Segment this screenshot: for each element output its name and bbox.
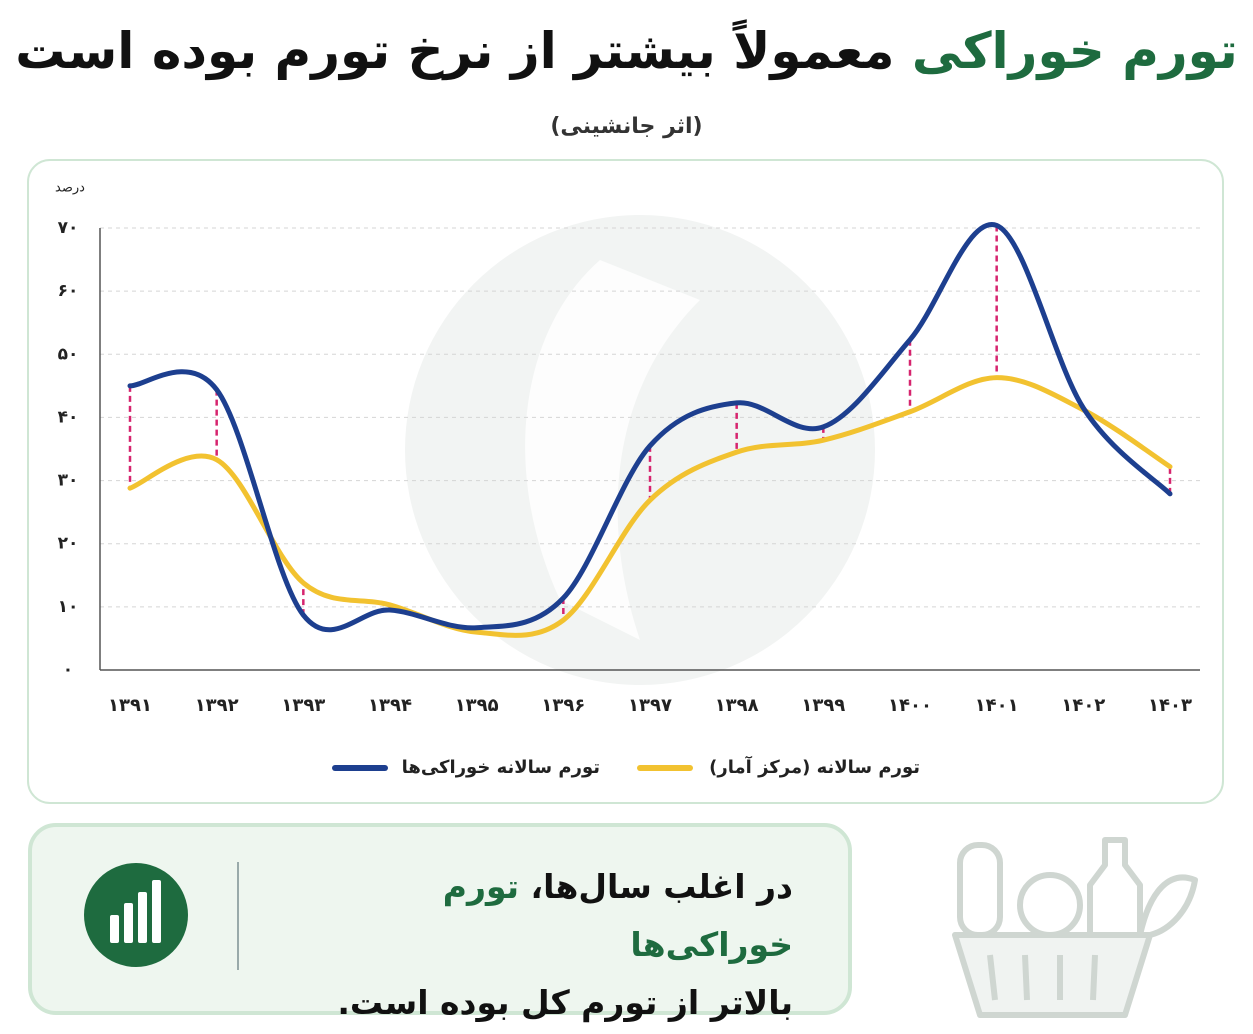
y-tick-label: ۶۰ (58, 281, 79, 301)
legend-label: تورم سالانه (مرکز آمار) (709, 755, 920, 778)
note-text: بالاتر از تورم کل بوده است. (337, 983, 793, 1022)
title-highlight: تورم خوراکی (911, 22, 1238, 80)
x-tick-label: ۱۳۹۹ (801, 695, 845, 716)
y-tick-label: ۴۰ (58, 407, 79, 427)
x-tick-label: ۱۴۰۰ (888, 695, 932, 716)
watermark-cut (525, 260, 700, 640)
y-axis-label: درصد (55, 181, 85, 196)
x-tick-label: ۱۳۹۱ (108, 695, 152, 716)
x-tick-label: ۱۴۰۱ (975, 695, 1019, 716)
bar-icon (110, 880, 161, 943)
x-tick-label: ۱۳۹۸ (715, 695, 759, 716)
note-box (28, 823, 852, 1015)
x-tick-label: ۱۳۹۴ (368, 695, 412, 716)
y-tick-label: ۳۰ (58, 471, 79, 491)
note-text: در اغلب سال‌ها، (519, 867, 793, 906)
x-tick-label: ۱۴۰۲ (1061, 695, 1105, 716)
note-highlight: تورم خوراکی‌ها (442, 867, 793, 964)
y-tick-label: ۲۰ (58, 534, 79, 554)
x-tick-label: ۱۳۹۷ (628, 695, 672, 716)
legend-label: تورم سالانه خوراکی‌ها (402, 757, 600, 778)
note: در اغلب سال‌ها، تورم خوراکی‌ها بالاتر از … (273, 858, 793, 1032)
watermark (405, 215, 875, 685)
title-rest: معمولاً بیشتر از نرخ تورم بوده است (15, 22, 895, 80)
y-tick-label: ۷۰ (58, 218, 79, 238)
icon-circle (84, 863, 188, 967)
x-tick-label: ۱۳۹۲ (195, 695, 239, 716)
series-line (127, 222, 1173, 633)
y-tick-label: ۰ (63, 660, 73, 680)
y-tick-label: ۱۰ (58, 597, 79, 617)
basket-illustration (952, 837, 1198, 1018)
x-tick-label: ۱۳۹۶ (541, 695, 585, 716)
title: تورم خوراکی معمولاً بیشتر از نرخ تورم بو… (0, 22, 1253, 80)
x-tick-label: ۱۴۰۳ (1148, 695, 1192, 716)
subtitle: (اثر جانشینی) (550, 114, 703, 139)
y-tick-label: ۵۰ (58, 344, 79, 364)
x-tick-label: ۱۳۹۳ (281, 695, 325, 716)
series-line (127, 375, 1173, 638)
x-tick-label: ۱۳۹۵ (455, 695, 499, 716)
